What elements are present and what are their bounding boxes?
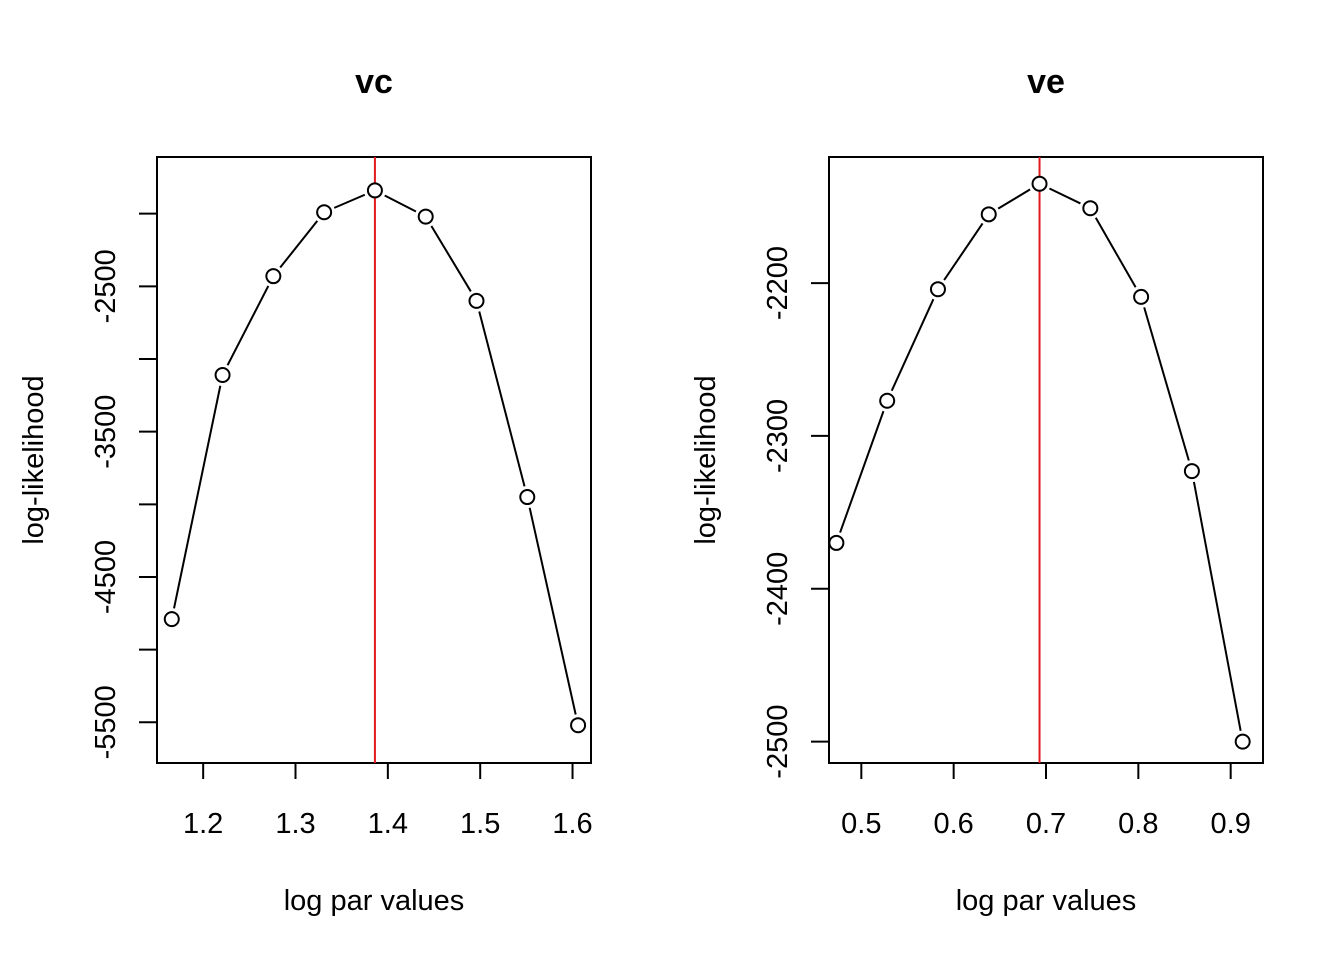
series-segment xyxy=(279,220,319,269)
y-axis-label: log-likelihood xyxy=(18,375,50,544)
x-tick-label: 0.6 xyxy=(933,808,973,840)
data-point xyxy=(879,392,896,409)
series-segment xyxy=(333,193,366,209)
data-point xyxy=(1031,175,1048,192)
data-point xyxy=(929,281,946,298)
panel-title: vc xyxy=(355,63,393,101)
y-tick-label: -5500 xyxy=(90,685,122,759)
x-tick-label: 0.9 xyxy=(1211,808,1251,840)
series-segment xyxy=(1049,187,1081,205)
data-point xyxy=(417,208,434,225)
series-segment xyxy=(1094,217,1137,288)
series-segment xyxy=(430,225,472,292)
x-axis-label: log par values xyxy=(284,885,465,917)
y-tick-label: -2500 xyxy=(90,249,122,323)
y-tick-label: -4500 xyxy=(90,540,122,614)
series-layer xyxy=(828,175,1251,750)
panel-vc: vc 1.2 1.3 1.4 1.5 1.6 -2500-3500-4500-5500 … xyxy=(18,63,593,917)
x-tick-label: 1.3 xyxy=(275,808,315,840)
y-tick-label: -2200 xyxy=(762,246,794,320)
y-axis: -2200 -2300 -2400 -2500 xyxy=(762,246,830,779)
data-point xyxy=(214,366,231,383)
x-tick-label: 1.4 xyxy=(368,808,408,840)
panel-title: ve xyxy=(1027,63,1065,101)
x-tick-label: 1.2 xyxy=(183,808,223,840)
data-point xyxy=(163,611,180,628)
y-tick-label: -2300 xyxy=(762,399,794,473)
panel-ve: ve 0.5 0.6 0.7 0.8 0.9 -2200-2300-2400-2500 … xyxy=(690,63,1264,917)
data-point xyxy=(1183,463,1200,480)
data-point xyxy=(1082,200,1099,217)
series-segment xyxy=(528,507,577,715)
data-point xyxy=(468,292,485,309)
data-point xyxy=(1133,288,1150,305)
data-point xyxy=(265,268,282,285)
series-layer xyxy=(163,182,587,734)
series-segment xyxy=(173,385,222,609)
x-tick-label: 0.5 xyxy=(841,808,881,840)
x-axis-label: log par values xyxy=(956,885,1137,917)
y-axis-label: log-likelihood xyxy=(690,375,722,544)
series-segment xyxy=(384,194,417,213)
series-segment xyxy=(1192,481,1242,731)
x-tick-label: 1.5 xyxy=(460,808,500,840)
y-tick-label: -3500 xyxy=(90,395,122,469)
data-point xyxy=(1234,733,1251,750)
plot-frame xyxy=(828,156,1264,764)
series-segment xyxy=(839,410,885,533)
data-point xyxy=(316,204,333,221)
data-point xyxy=(828,534,845,551)
x-axis: 1.2 1.3 1.4 1.5 1.6 xyxy=(183,762,593,840)
x-tick-label: 0.7 xyxy=(1026,808,1066,840)
data-point xyxy=(519,489,536,506)
series-segment xyxy=(997,188,1031,210)
series-segment xyxy=(890,298,935,392)
series-segment xyxy=(478,311,526,487)
y-tick-label: -2500 xyxy=(762,705,794,779)
series-segment xyxy=(226,285,270,366)
y-axis: -2500 -3500 -4500 -5500 xyxy=(90,212,158,759)
x-axis: 0.5 0.6 0.7 0.8 0.9 xyxy=(841,762,1251,840)
data-point xyxy=(570,717,587,734)
series-segment xyxy=(943,222,984,281)
x-tick-label: 0.8 xyxy=(1118,808,1158,840)
y-tick-label: -2400 xyxy=(762,552,794,626)
series-segment xyxy=(1143,307,1190,461)
data-point xyxy=(366,182,383,199)
x-tick-label: 1.6 xyxy=(552,808,592,840)
data-point xyxy=(980,206,997,223)
